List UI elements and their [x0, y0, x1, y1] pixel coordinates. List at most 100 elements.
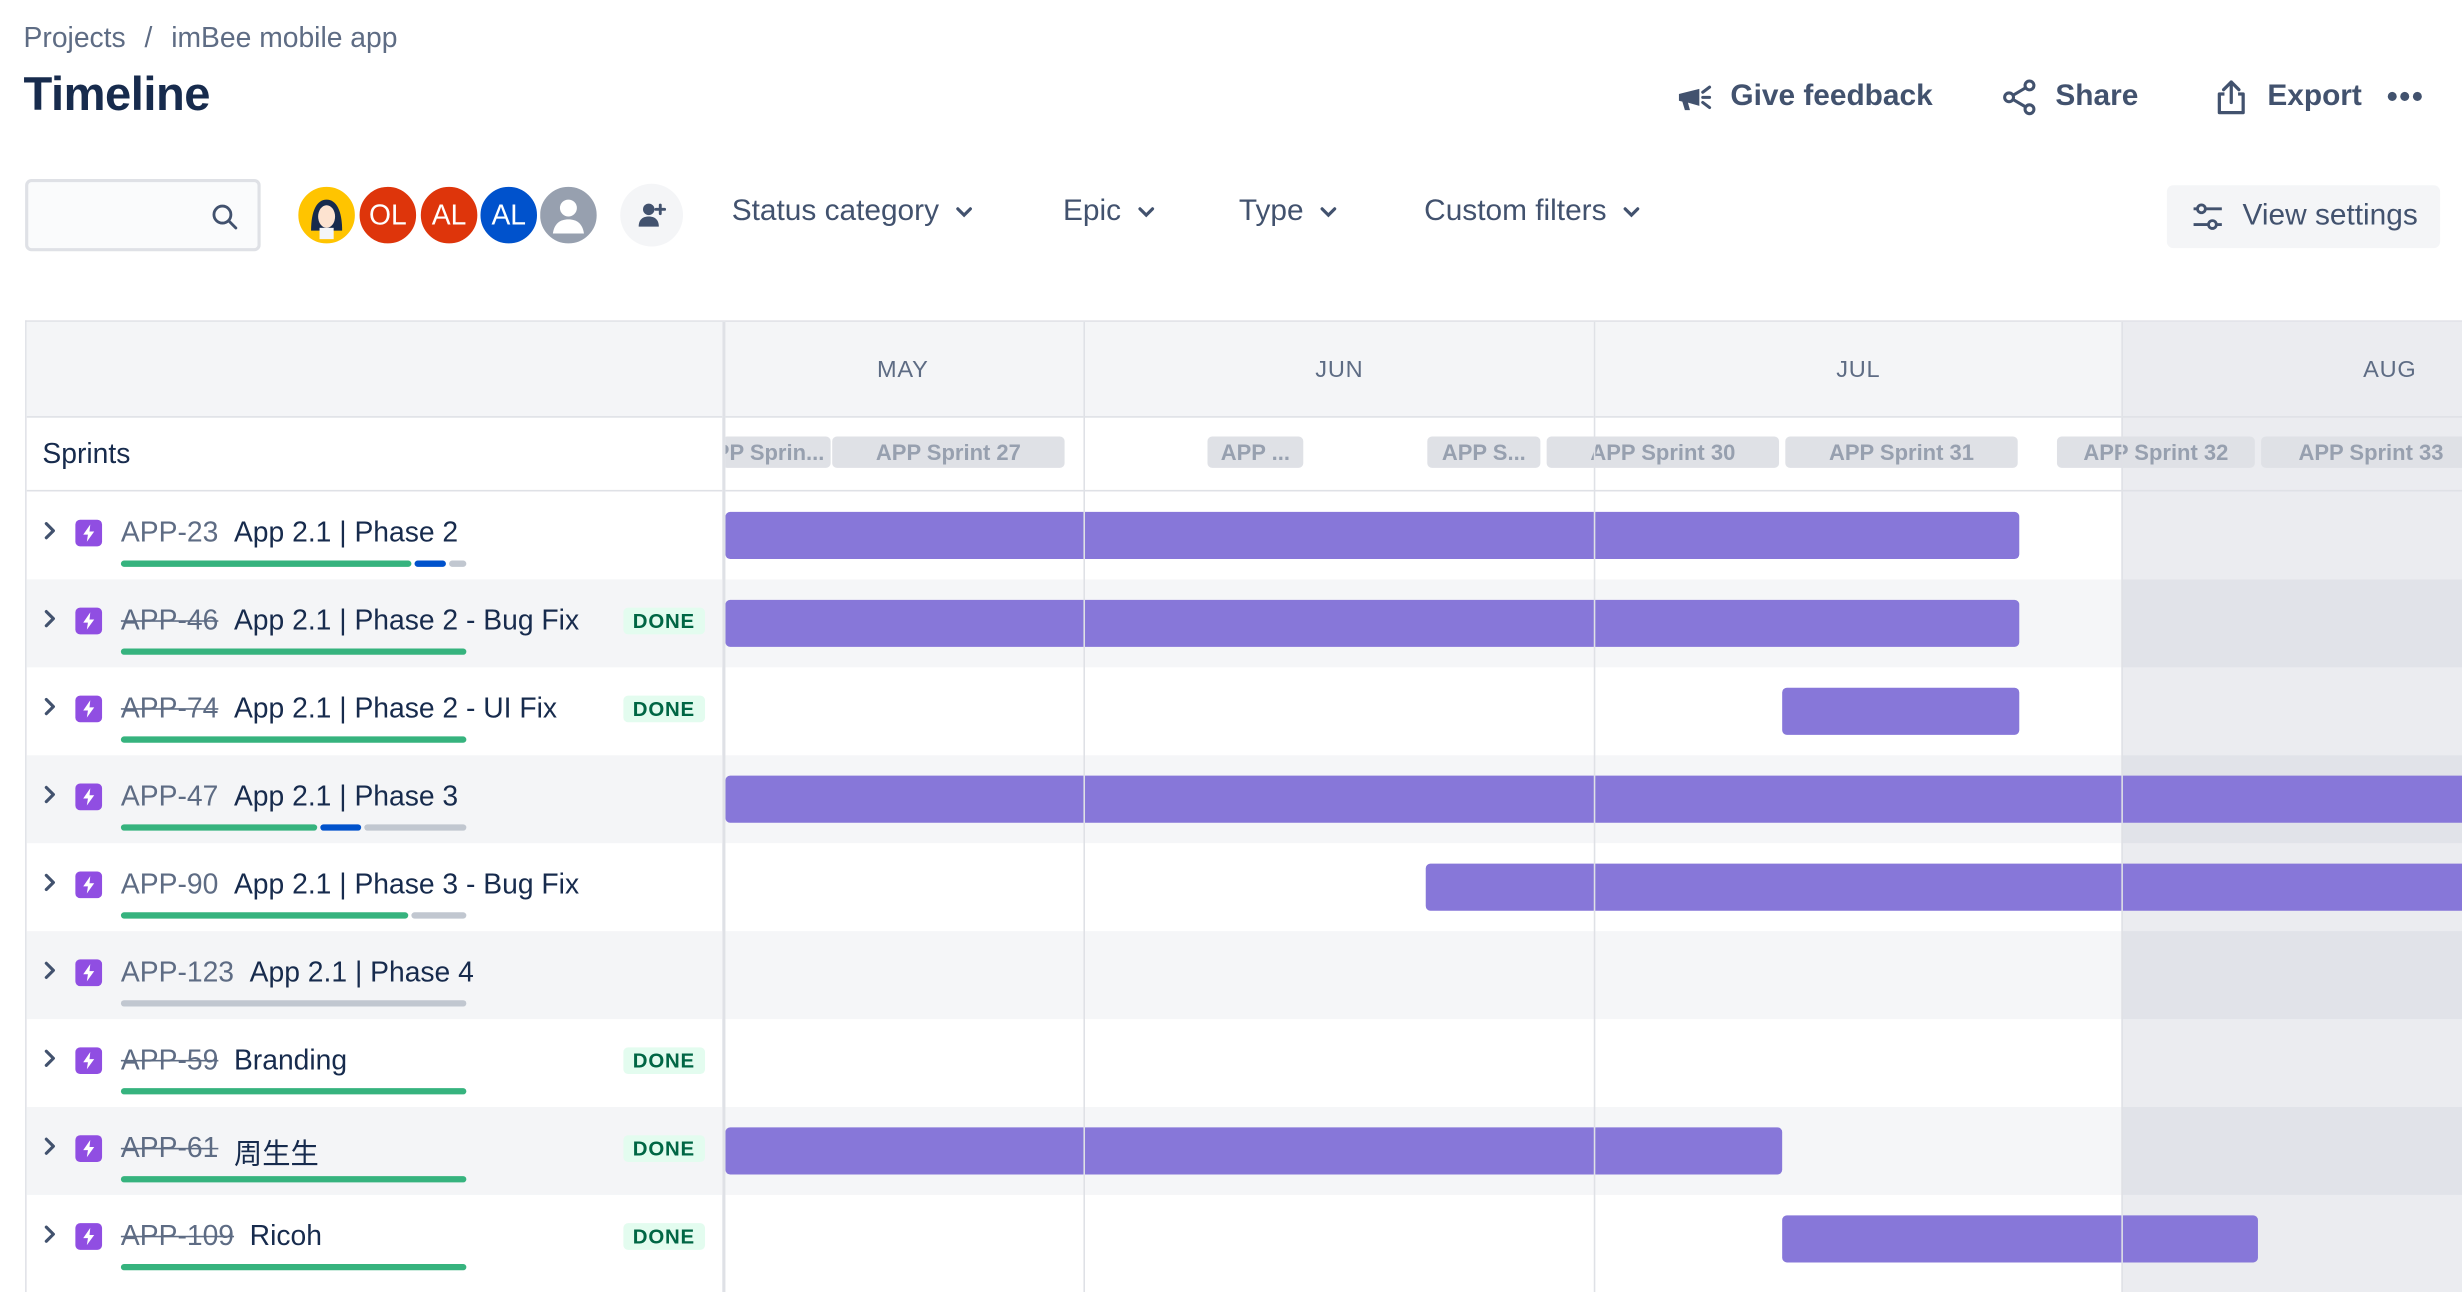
custom-filters-filter[interactable]: Custom filters: [1424, 195, 1641, 230]
timeline-row: [722, 491, 2462, 579]
epic-summary[interactable]: Branding: [233, 1044, 348, 1076]
status-badge: DONE: [623, 1047, 705, 1075]
sprint-chip[interactable]: APP ...: [1207, 436, 1304, 468]
epic-row[interactable]: APP-123 App 2.1 | Phase 4: [26, 931, 723, 1020]
epic-key[interactable]: APP-47: [120, 780, 219, 812]
progress-segment-todo: [364, 824, 467, 831]
epic-row[interactable]: APP-109 Ricoh DONE: [27, 1195, 723, 1283]
epic-bar[interactable]: [725, 1127, 1783, 1175]
epic-key[interactable]: APP-46: [120, 604, 219, 636]
share-button[interactable]: Share: [1999, 72, 2138, 122]
epic-key[interactable]: APP-74: [120, 692, 219, 724]
sprint-chip[interactable]: APP Sprin...: [722, 436, 831, 468]
epic-bar[interactable]: [725, 775, 2462, 823]
progress-segment-todo: [411, 912, 467, 919]
epic-filter[interactable]: Epic: [1063, 195, 1156, 230]
epic-summary[interactable]: App 2.1 | Phase 2 - UI Fix: [233, 692, 558, 724]
view-settings-button[interactable]: View settings: [2166, 185, 2441, 249]
epic-row[interactable]: APP-61 周生生 DONE: [26, 1106, 723, 1195]
epic-summary[interactable]: App 2.1 | Phase 4: [249, 956, 474, 988]
epic-bar[interactable]: [725, 511, 2020, 559]
epic-summary[interactable]: App 2.1 | Phase 2: [233, 516, 459, 548]
epic-summary[interactable]: App 2.1 | Phase 3: [233, 780, 459, 812]
chevron-right-icon[interactable]: [39, 520, 61, 542]
epic-summary[interactable]: Ricoh: [249, 1220, 322, 1252]
chevron-right-icon[interactable]: [39, 871, 61, 893]
epic-key[interactable]: APP-123: [120, 956, 235, 988]
epic-row[interactable]: APP-23 App 2.1 | Phase 2: [27, 491, 723, 579]
chevron-right-icon[interactable]: [39, 696, 61, 718]
progress-segment-done: [120, 1176, 467, 1183]
chevron-down-icon: [1320, 207, 1337, 218]
epic-key[interactable]: APP-59: [120, 1044, 219, 1076]
epic-bar[interactable]: [1782, 687, 2020, 735]
epic-key[interactable]: APP-23: [120, 516, 219, 548]
progress-bar: [120, 648, 467, 655]
progress-segment-done: [120, 912, 409, 919]
give-feedback-button[interactable]: Give feedback: [1674, 72, 1933, 122]
epic-row[interactable]: APP-59 Branding DONE: [27, 1019, 723, 1107]
epic-icon: [75, 959, 103, 987]
chevron-right-icon[interactable]: [39, 1223, 61, 1245]
sprint-chip[interactable]: APP Sprint 33: [2261, 436, 2462, 468]
breadcrumb-project[interactable]: imBee mobile app: [171, 21, 398, 54]
search-input[interactable]: [25, 179, 261, 252]
month-header-may: MAY: [722, 321, 1084, 418]
default-user-icon: [542, 189, 594, 241]
chevron-right-icon[interactable]: [39, 608, 61, 630]
epic-bar[interactable]: [1782, 1215, 2258, 1263]
avatar-user-3[interactable]: AL: [417, 183, 481, 247]
status-badge: DONE: [623, 695, 705, 723]
epic-summary[interactable]: App 2.1 | Phase 3 - Bug Fix: [233, 868, 580, 900]
timeline-row: [722, 667, 2462, 755]
month-header-aug: AUG: [2122, 321, 2462, 418]
epic-row[interactable]: APP-90 App 2.1 | Phase 3 - Bug Fix: [27, 843, 723, 931]
timeline-row: [722, 1106, 2462, 1195]
epic-row[interactable]: APP-47 App 2.1 | Phase 3: [26, 755, 723, 844]
sprint-chip[interactable]: APP S...: [1427, 436, 1541, 468]
epic-row[interactable]: APP-46 App 2.1 | Phase 2 - Bug Fix DONE: [26, 579, 723, 668]
timeline-row: [722, 931, 2462, 1020]
add-people-button[interactable]: [620, 183, 684, 247]
epic-summary[interactable]: 周生生: [233, 1138, 319, 1170]
epic-list: Sprints APP-23 App 2.1 | Phase 2 APP-46 App…: [26, 321, 726, 1292]
search-field[interactable]: [40, 182, 205, 249]
avatar-user-1[interactable]: [295, 183, 359, 247]
epic-icon: [75, 695, 103, 723]
progress-segment-done: [120, 1264, 467, 1271]
avatar-initials: OL: [368, 198, 407, 231]
breadcrumb-separator: /: [144, 21, 153, 54]
progress-segment-todo: [448, 560, 466, 567]
status-category-filter[interactable]: Status category: [732, 195, 974, 230]
epic-key[interactable]: APP-109: [120, 1220, 235, 1252]
epic-bar[interactable]: [1425, 863, 2462, 911]
avatar-user-4[interactable]: AL: [477, 183, 541, 247]
epic-icon: [75, 1223, 103, 1250]
type-label: Type: [1238, 194, 1304, 228]
progress-bar: [120, 912, 467, 919]
chevron-right-icon[interactable]: [39, 784, 61, 806]
epic-summary[interactable]: App 2.1 | Phase 2 - Bug Fix: [233, 604, 580, 636]
share-icon: [2003, 79, 2036, 116]
export-button[interactable]: Export: [2211, 72, 2362, 122]
chevron-right-icon[interactable]: [39, 1135, 61, 1157]
type-filter[interactable]: Type: [1239, 195, 1338, 230]
epic-row[interactable]: APP-74 App 2.1 | Phase 2 - UI Fix DONE: [27, 667, 723, 755]
epic-bar[interactable]: [725, 599, 2020, 647]
chevron-right-icon[interactable]: [39, 1047, 61, 1069]
sprint-chip[interactable]: APP Sprint 32: [2056, 436, 2255, 468]
sprint-chip[interactable]: APP Sprint 30: [1546, 436, 1780, 468]
breadcrumb-projects[interactable]: Projects: [23, 21, 126, 54]
epic-key[interactable]: APP-61: [120, 1132, 219, 1164]
chevron-right-icon[interactable]: [39, 959, 61, 981]
avatar-user-5[interactable]: [537, 183, 600, 247]
avatar-user-2[interactable]: OL: [356, 183, 420, 247]
more-icon: •••: [2386, 79, 2425, 114]
month-label: JUL: [1836, 355, 1881, 383]
month-divider: [1593, 321, 1596, 1292]
sprint-chip[interactable]: APP Sprint 31: [1785, 436, 2018, 468]
epic-key[interactable]: APP-90: [120, 868, 219, 900]
sprint-chip[interactable]: APP Sprint 27: [832, 436, 1065, 468]
share-label: Share: [2055, 80, 2139, 114]
more-actions-button[interactable]: •••: [2387, 72, 2425, 122]
